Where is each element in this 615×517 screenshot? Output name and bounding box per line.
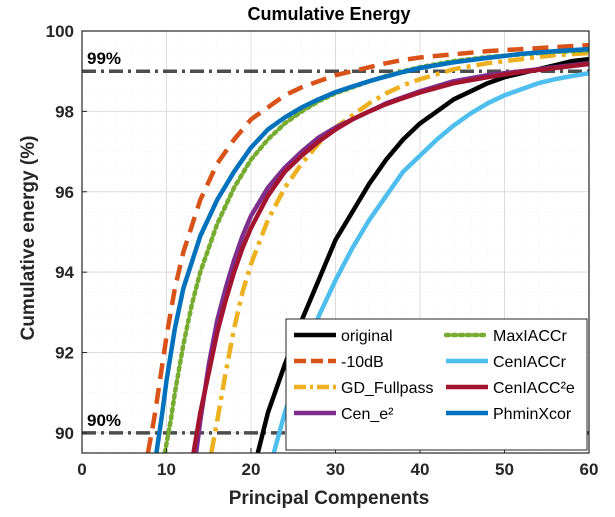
y-axis-label: Cumulative energy (%) [18,136,39,341]
x-tick-label: 0 [77,460,86,479]
series-line [145,42,589,453]
x-tick-label: 20 [242,460,261,479]
x-axis-label: Principal Compenents [229,488,430,509]
axis-ticks: 0 10 20 30 40 50 60 90 92 94 96 98 100 [46,22,599,479]
legend-label: CenIACCr [493,354,567,371]
legend-label: -10dB [341,354,384,371]
series-lines [145,42,589,453]
legend-label: MaxIACCr [493,328,567,345]
chart-title: Cumulative Energy [247,4,410,24]
series-line [191,61,589,453]
y-tick-label: 98 [55,102,74,121]
legend: original MaxIACCr -10dB CenIACCr GD_Fullpass… [285,318,588,451]
legend-label: original [341,328,393,345]
y-tick-label: 100 [46,22,74,41]
y-tick-label: 90 [55,424,74,443]
reference-line-label: 99% [87,49,121,68]
y-tick-label: 96 [55,183,74,202]
x-tick-label: 50 [495,460,514,479]
legend-label: PhminXcor [493,406,572,423]
legend-label: CenIACC²e [493,380,575,397]
series-line [271,70,589,453]
reference-line-label: 90% [87,411,121,430]
x-tick-label: 40 [411,460,430,479]
y-tick-label: 94 [55,263,74,282]
x-tick-label: 60 [580,460,599,479]
x-tick-label: 30 [326,460,345,479]
y-tick-label: 92 [55,344,74,363]
x-tick-label: 10 [157,460,176,479]
legend-box [285,318,588,451]
legend-label: GD_Fullpass [341,380,433,397]
series-line [154,46,589,453]
legend-label: Cen_e² [341,406,394,423]
